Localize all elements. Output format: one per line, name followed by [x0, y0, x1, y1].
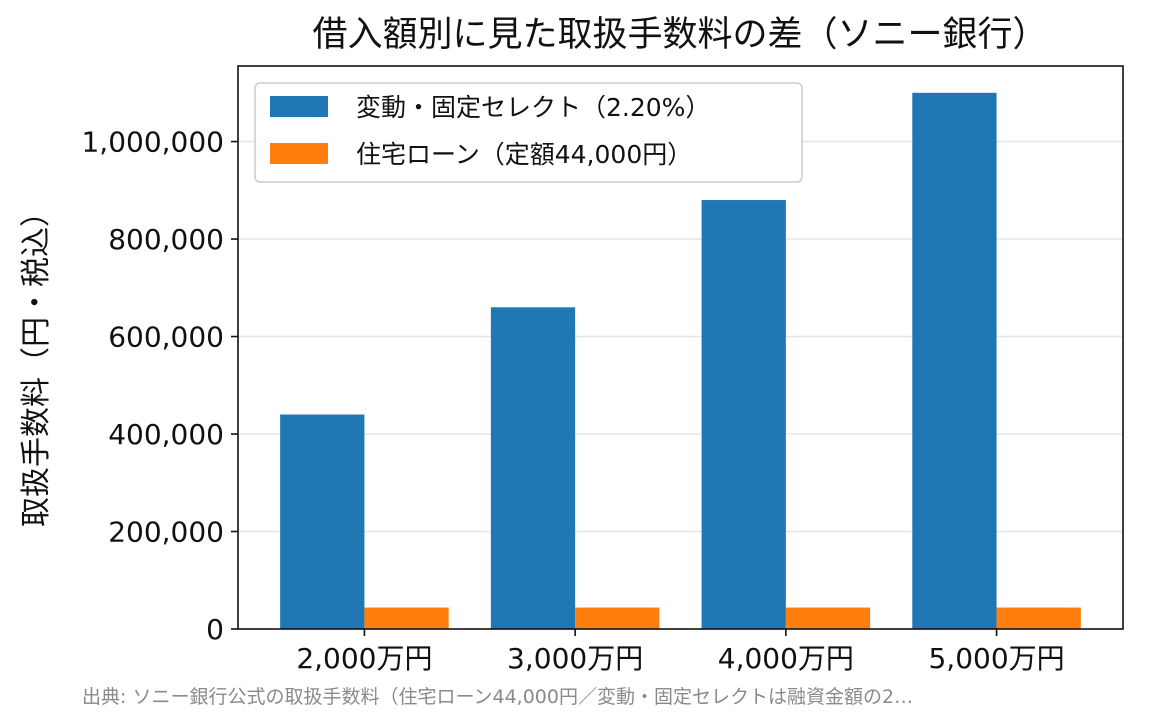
x-tick-label: 5,000万円	[928, 642, 1064, 675]
x-tick-label: 3,000万円	[507, 642, 643, 675]
y-axis-label: 取扱手数料（円・税込）	[19, 197, 54, 527]
source-note: 出典: ソニー銀行公式の取扱手数料（住宅ローン44,000円／変動・固定セレクト…	[82, 686, 913, 708]
legend-label: 住宅ローン（定額44,000円）	[356, 140, 692, 169]
bar-select-3	[912, 92, 997, 630]
bar-standard-1	[575, 607, 660, 629]
axes: 0 200,000 400,000 600,000 800,000 1,000,000 2,…	[81, 65, 1124, 675]
bar-select-1	[490, 307, 576, 629]
x-tick-label: 2,000万円	[296, 642, 432, 675]
legend-box	[254, 82, 803, 183]
bar-select-2	[701, 200, 786, 630]
plot-frame	[237, 65, 1124, 630]
bars	[280, 92, 1081, 630]
y-tick-label: 400,000	[108, 418, 224, 451]
y-tick-label: 0	[206, 613, 224, 646]
bar-standard-2	[785, 607, 871, 629]
legend-swatch	[270, 143, 328, 164]
bar-standard-0	[364, 607, 449, 629]
bar-standard-3	[996, 607, 1081, 629]
y-tick-label: 600,000	[108, 321, 224, 354]
chart-title: 借入額別に見た取扱手数料の差（ソニー銀行）	[312, 15, 1047, 55]
legend-label: 変動・固定セレクト（2.20%）	[356, 93, 710, 122]
legend: 変動・固定セレクト（2.20%） 住宅ローン（定額44,000円）	[254, 82, 803, 183]
y-tick-label: 800,000	[108, 223, 224, 256]
bar-select-0	[280, 414, 365, 629]
y-tick-label: 1,000,000	[81, 126, 224, 159]
legend-swatch	[270, 96, 328, 117]
y-tick-label: 200,000	[108, 516, 224, 549]
x-tick-label: 4,000万円	[718, 642, 854, 675]
